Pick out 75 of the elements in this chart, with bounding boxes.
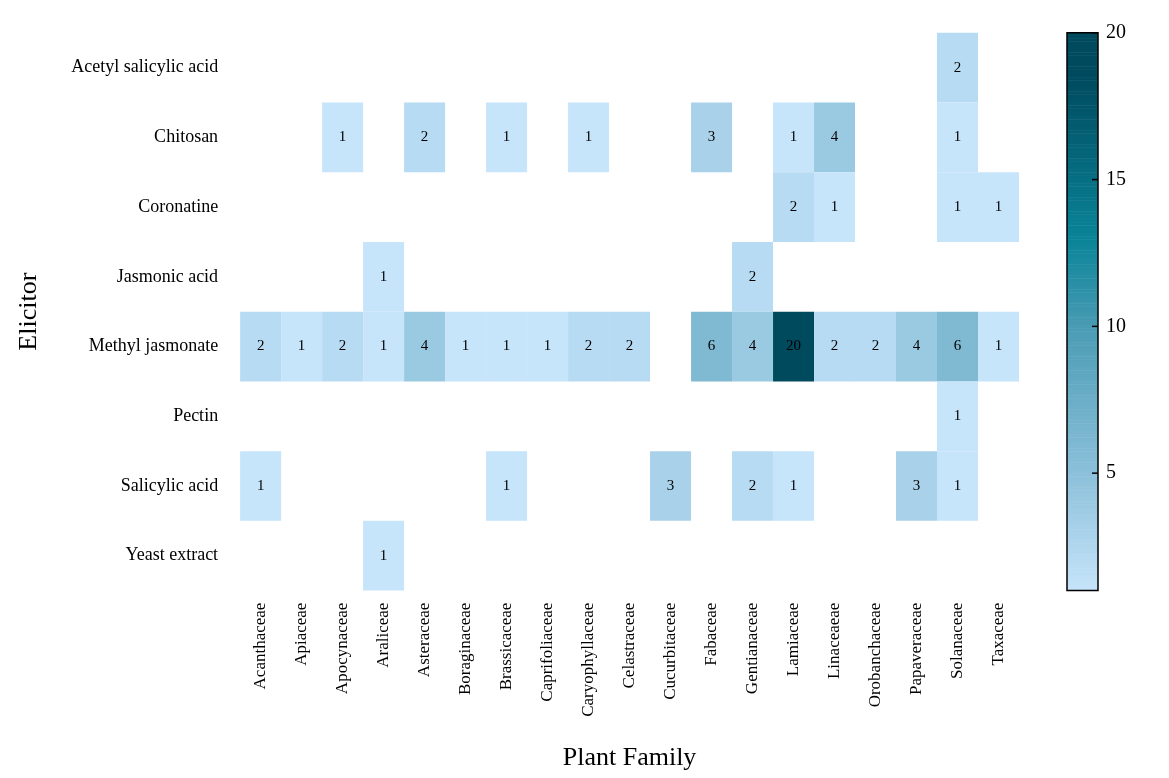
data-label: 1 [502,128,511,145]
x-tick-label: Apiaceae [291,602,311,666]
data-label: 4 [830,128,839,145]
color-bar-label: 5 [1106,460,1116,483]
data-label: 2 [871,337,880,354]
data-label: 6 [707,337,716,354]
x-tick-label: Brassicaceae [496,602,516,691]
y-axis-title: Elicitor [13,272,43,351]
data-label: 2 [953,58,962,75]
data-label: 1 [543,337,552,354]
x-tick-label: Caryophyllaceae [578,602,598,717]
data-label: 1 [379,546,388,563]
x-tick-label: Celastraceae [619,602,639,689]
x-tick-label: Boraginaceae [455,602,475,696]
data-label: 2 [625,337,634,354]
data-label: 3 [666,476,675,493]
data-label: 1 [953,407,962,424]
x-tick-label: Orobanchaceae [864,602,884,708]
x-tick-label: Gentianaceae [742,602,762,695]
data-label: 1 [789,128,798,145]
data-label: 2 [789,198,798,215]
data-label: 1 [297,337,306,354]
x-tick-label: Asteraceae [414,602,434,678]
data-label: 1 [338,128,347,145]
data-label: 3 [707,128,716,145]
data-label: 1 [994,337,1003,354]
y-tick-label: Salicylic acid [120,474,219,495]
data-label: 1 [789,476,798,493]
data-label: 2 [256,337,265,354]
x-tick-label: Lamiaceae [783,602,803,677]
y-tick-label: Acetyl salicylic acid [71,56,219,77]
data-label: 1 [830,198,839,215]
data-label: 1 [502,337,511,354]
data-label: 4 [912,337,921,354]
x-tick-label: Apocynaceae [332,602,352,695]
x-tick-label: Cucurbitaceae [660,602,680,700]
data-label: 1 [256,476,265,493]
data-label: 1 [379,267,388,284]
y-tick-label: Yeast extract [125,544,219,565]
data-label: 2 [338,337,347,354]
data-label: 2 [748,267,757,284]
x-axis-title: Plant Family [562,742,697,772]
x-tick-label: Caprifoliaceae [537,602,557,702]
data-label: 2 [420,128,429,145]
y-tick-label: Jasmonic acid [116,265,219,286]
x-tick-label: Papaveraceae [905,602,925,696]
data-label: 1 [953,128,962,145]
data-label: 2 [584,337,593,354]
data-label: 1 [461,337,470,354]
x-tick-label: Taxaceae [987,602,1007,666]
data-label: 1 [502,476,511,493]
x-tick-label: Araliceae [373,602,393,668]
x-tick-label: Acanthaceae [250,602,270,690]
data-label: 2 [748,476,757,493]
color-bar-label: 15 [1106,166,1126,189]
data-label: 3 [912,476,921,493]
x-tick-label: Fabaceae [701,602,721,666]
data-label: 1 [953,198,962,215]
data-label: 4 [420,337,429,354]
data-label: 6 [953,337,962,354]
y-tick-label: Coronatine [138,195,219,216]
data-label: 2 [830,337,839,354]
x-tick-label: Linaceaeae [824,602,843,680]
y-tick-label: Chitosan [154,126,219,147]
data-label: 1 [994,198,1003,215]
x-tick-label: Solanaceae [946,602,966,680]
data-label: 1 [953,476,962,493]
data-label: 1 [379,337,388,354]
data-label: 20 [786,337,802,354]
color-bar-label: 20 [1106,20,1126,43]
y-tick-label: Pectin [173,405,219,426]
data-label: 4 [748,337,757,354]
color-bar-label: 10 [1106,313,1126,336]
data-label: 1 [584,128,593,145]
y-tick-label: Methyl jasmonate [88,335,219,356]
